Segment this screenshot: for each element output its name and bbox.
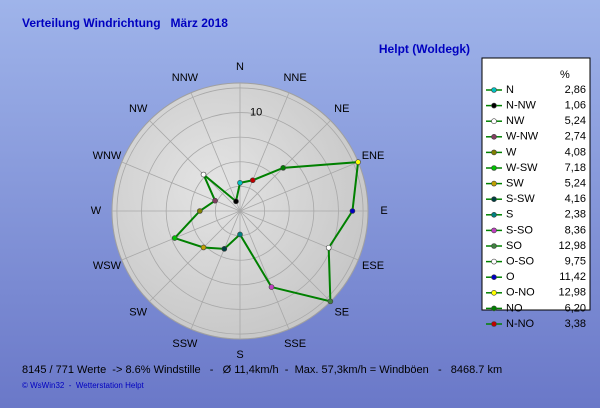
legend-swatch [491, 102, 497, 109]
legend-value: 1,06 [565, 100, 586, 112]
legend-swatch [491, 118, 497, 124]
legend-swatch [491, 165, 497, 171]
legend-name: SO [506, 240, 522, 252]
legend-value: 2,74 [565, 131, 586, 143]
axis-label: W [91, 205, 102, 217]
legend-value: 6,20 [565, 302, 586, 314]
spoke [239, 210, 359, 261]
point-marker [171, 235, 178, 241]
spoke [239, 161, 359, 212]
legend-value: 5,24 [565, 115, 586, 127]
legend-swatch [491, 321, 497, 327]
legend-swatch [491, 196, 497, 202]
legend-name: N-NW [506, 100, 537, 112]
axis-label: ESE [362, 260, 384, 272]
axis-label: NW [129, 103, 148, 115]
point-marker [237, 231, 243, 238]
legend-swatch [491, 134, 497, 140]
legend-name: S [506, 209, 513, 221]
legend-swatch [491, 289, 497, 296]
legend-value: 4,16 [565, 193, 586, 205]
spoke [239, 210, 331, 302]
spoke [149, 210, 241, 302]
legend-name: W-NW [506, 131, 539, 143]
spoke [121, 161, 241, 212]
axis-label: NE [334, 103, 349, 115]
legend-swatch [491, 87, 497, 93]
axis-label: SW [129, 307, 147, 319]
credit: © WsWin32 - Wetterstation Helpt [22, 381, 145, 390]
point-marker [327, 298, 334, 305]
legend-name: W [506, 146, 517, 158]
legend-swatch [491, 212, 497, 218]
legend-name: W-SW [506, 162, 538, 174]
legend-name: N-NO [506, 318, 535, 330]
axis-label: N [236, 61, 244, 73]
legend-swatch [491, 258, 497, 265]
legend-name: SW [506, 178, 524, 190]
footer: 8145 / 771 Werte -> 8.6% Windstille - Ø … [22, 364, 502, 376]
r-tick-label: 10 [250, 106, 262, 118]
spoke [149, 120, 241, 212]
legend-name: S-SW [506, 193, 535, 205]
legend-name: S-SO [506, 224, 533, 236]
legend-value: 8,36 [565, 224, 586, 236]
legend-value: 2,86 [565, 84, 586, 96]
point-marker [200, 171, 207, 178]
spoke [239, 120, 331, 212]
legend-name: O-NO [506, 287, 535, 299]
axis-label: NNW [172, 72, 199, 84]
legend-swatch [491, 227, 497, 234]
chart-subtitle: Helpt (Woldegk) [379, 42, 470, 56]
point-marker [197, 208, 203, 214]
legend-name: NW [506, 115, 525, 127]
point-marker [268, 284, 275, 290]
legend-value: 2,38 [565, 209, 586, 221]
axis-label: SSE [284, 338, 306, 350]
legend-value: 4,08 [565, 146, 586, 158]
spoke [121, 210, 241, 261]
chart-title: Verteilung Windrichtung März 2018 [22, 16, 228, 30]
legend-header: % [560, 69, 570, 81]
legend-value: 12,98 [558, 287, 586, 299]
axis-label: SSW [172, 338, 198, 350]
spoke [239, 92, 290, 212]
legend-value: 7,18 [565, 162, 586, 174]
point-marker [237, 180, 243, 186]
point-marker [221, 246, 228, 252]
legend-name: NO [506, 302, 523, 314]
legend-name: N [506, 84, 514, 96]
axis-label: WSW [93, 260, 122, 272]
legend-swatch [491, 243, 497, 249]
legend-name: O-SO [506, 256, 535, 268]
axis-label: NNE [283, 72, 306, 84]
spoke [190, 92, 241, 212]
legend-value: 5,24 [565, 178, 586, 190]
legend-value: 9,75 [565, 256, 586, 268]
point-marker [355, 159, 361, 165]
point-marker [325, 244, 332, 251]
point-marker [233, 198, 239, 205]
point-marker [249, 177, 256, 184]
point-marker [349, 208, 356, 214]
legend-value: 3,38 [565, 318, 586, 330]
axis-label: ENE [362, 150, 385, 162]
axis-label: WNW [93, 150, 122, 162]
axis-label: SE [334, 307, 349, 319]
point-marker [200, 244, 207, 251]
axis-label: S [236, 349, 243, 361]
point-marker [280, 165, 286, 171]
legend-swatch [491, 149, 497, 156]
axis-label: E [380, 205, 387, 217]
legend-swatch [491, 180, 497, 187]
legend-value: 11,42 [559, 271, 586, 283]
legend-swatch [491, 305, 497, 312]
point-marker [212, 197, 218, 204]
legend-name: O [506, 271, 515, 283]
spoke [190, 210, 241, 330]
legend-swatch [491, 274, 497, 281]
spoke [239, 210, 290, 330]
legend-value: 12,98 [558, 240, 586, 252]
